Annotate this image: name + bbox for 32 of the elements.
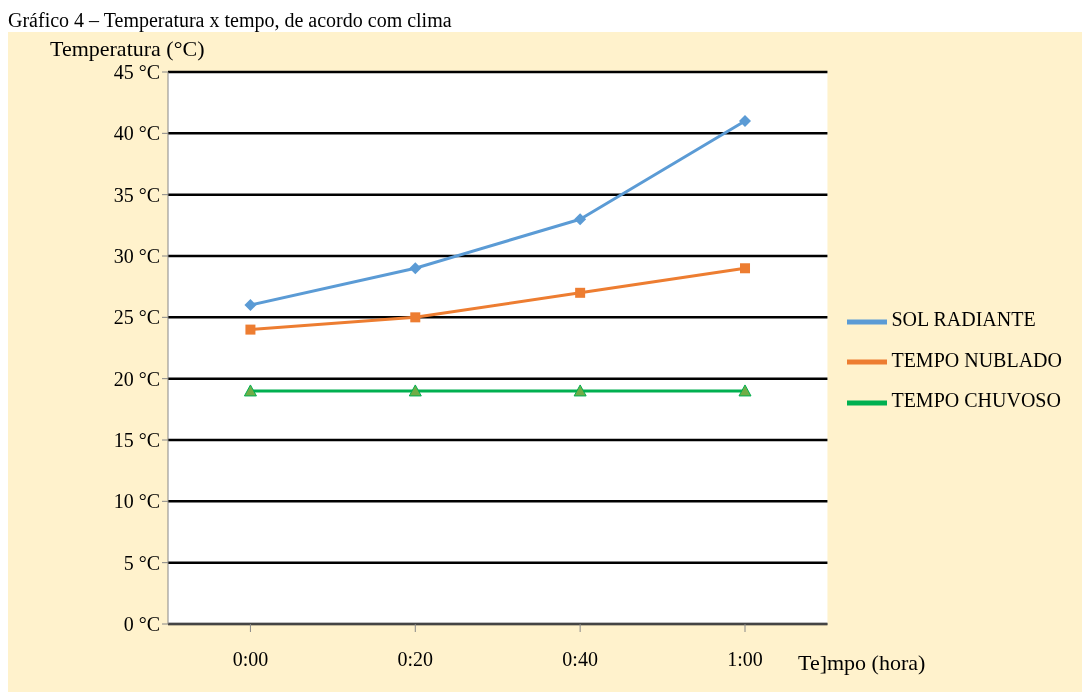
point [245,324,256,335]
x-tick-label: 1:00 [727,648,763,671]
y-tick-label: 45 °C [113,61,160,84]
x-tick-label: 0:00 [232,648,269,671]
chart-title: Gráfico 4 – Temperatura x tempo, de acordo com clima [8,8,453,32]
y-tick-label: 30 °C [113,245,160,268]
legend-label: TEMPO NUBLADO [891,348,1062,371]
x-axis-title: Te]mpo (hora) [798,650,926,676]
point [408,384,422,397]
y-tick-label: 40 °C [113,122,160,145]
point [575,287,586,298]
y-tick-label: 20 °C [113,367,160,390]
point [410,312,421,323]
x-tick-label: 0:40 [562,648,598,671]
point [574,213,587,226]
y-tick-label: 15 °C [113,429,160,452]
y-tick-label: 10 °C [113,490,160,513]
point [739,115,752,128]
point [244,299,257,312]
legend-label: SOL RADIANTE [891,308,1036,331]
y-tick-label: 0 °C [123,613,160,636]
point [738,384,752,397]
point [409,262,422,275]
y-axis-title: Temperatura (°C) [50,36,205,62]
y-tick-label: 35 °C [113,183,160,206]
y-tick-label: 5 °C [123,551,160,574]
x-tick-label: 0:20 [397,648,434,671]
y-tick-label: 25 °C [113,306,160,329]
point [243,384,257,397]
legend-label: TEMPO CHUVOSO [891,389,1061,412]
point [573,384,587,397]
point [740,263,751,274]
